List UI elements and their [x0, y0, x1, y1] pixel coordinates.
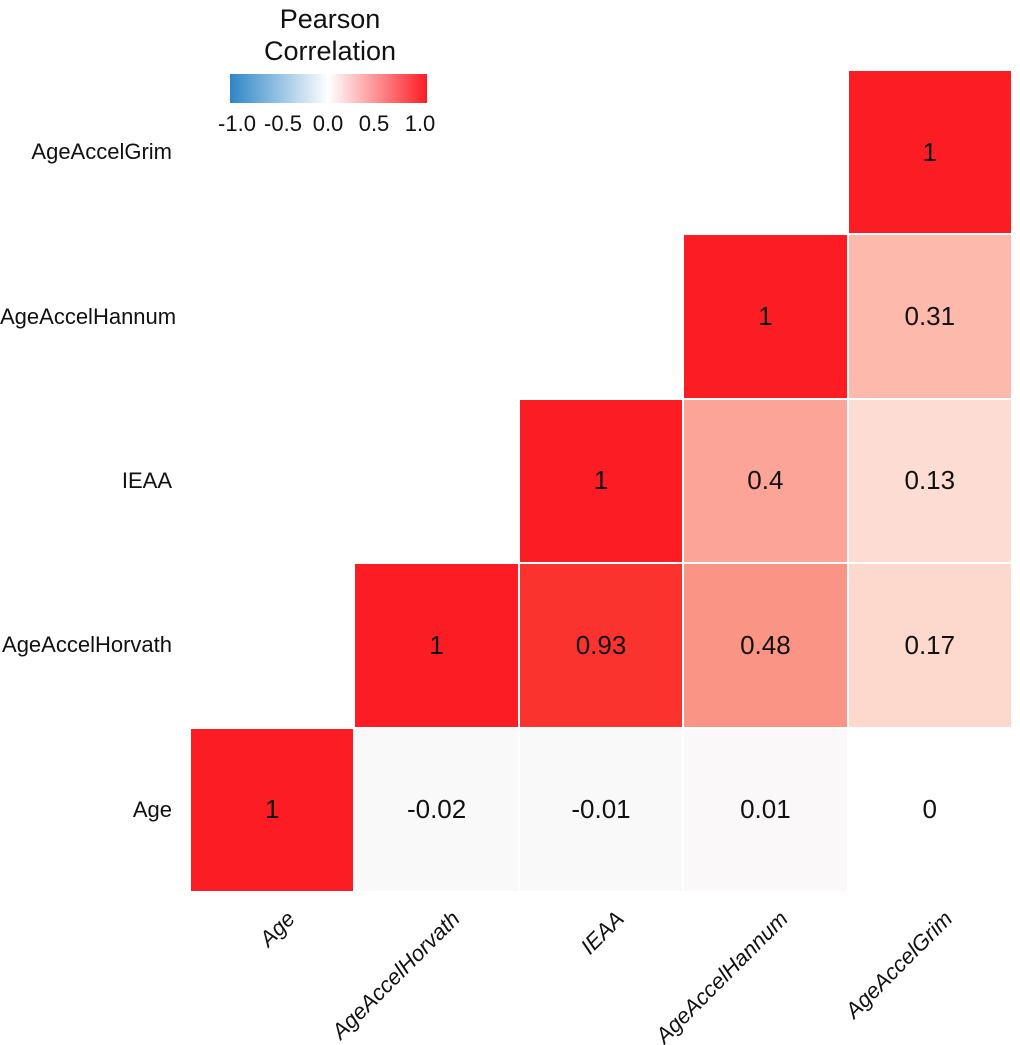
heatmap-cell-Age-x-AgeAccelHannum: 0.01	[684, 728, 847, 891]
heatmap-cell-Age-x-AgeAccelGrim: 0	[848, 728, 1011, 891]
legend-tick-neg1: -1.0	[218, 111, 256, 136]
legend-tick-zero: 0.0	[312, 111, 344, 136]
heatmap-cell-AgeAccelHorvath-x-AgeAccelGrim: 0.17	[848, 564, 1011, 727]
heatmap-cell-IEAA-x-IEAA: 1	[519, 399, 683, 563]
col-label-ageaccelhannum: AgeAccelHannum	[650, 906, 793, 1045]
heatmap-cell-Age-x-Age: 1	[191, 728, 354, 891]
heatmap-cell-AgeAccelHorvath-x-AgeAccelHannum: 0.48	[684, 564, 847, 727]
heatmap-cell-AgeAccelGrim-x-AgeAccelGrim: 1	[848, 71, 1011, 234]
heatmap-cell-IEAA-x-AgeAccelGrim: 0.13	[848, 399, 1011, 563]
col-label-ageaccelhorvath: AgeAccelHorvath	[326, 906, 465, 1044]
heatmap-cell-Age-x-AgeAccelHorvath: -0.02	[355, 728, 518, 891]
heatmap-cell-AgeAccelHannum-x-AgeAccelGrim: 0.31	[848, 235, 1011, 398]
heatmap-cell-AgeAccelHorvath-x-IEAA: 0.93	[519, 564, 683, 727]
row-label-ageaccelgrim: AgeAccelGrim	[31, 139, 172, 164]
legend-tick-05: 0.5	[358, 111, 390, 136]
col-label-ageaccelgrim: AgeAccelGrim	[840, 906, 958, 1024]
legend-tick-1: 1.0	[404, 111, 436, 136]
legend-colorbar-gradient	[230, 74, 427, 103]
heatmap-cell-AgeAccelHannum-x-AgeAccelHannum: 1	[684, 235, 847, 398]
row-label-ageaccelhorvath: AgeAccelHorvath	[2, 632, 172, 657]
heatmap-cell-Age-x-IEAA: -0.01	[519, 728, 683, 891]
legend-title: Pearson Correlation	[263, 4, 397, 66]
col-label-ieaa: IEAA	[575, 906, 629, 960]
row-label-ageaccelhannum: AgeAccelHannum	[0, 304, 177, 329]
row-label-age: Age	[132, 797, 172, 822]
legend-tick-neg05: -0.5	[264, 111, 302, 136]
heatmap-cell-AgeAccelHorvath-x-AgeAccelHorvath: 1	[355, 564, 518, 727]
col-label-age: Age	[254, 906, 300, 952]
row-label-ieaa: IEAA	[121, 468, 172, 493]
heatmap-cell-IEAA-x-AgeAccelHannum: 0.4	[684, 399, 847, 563]
